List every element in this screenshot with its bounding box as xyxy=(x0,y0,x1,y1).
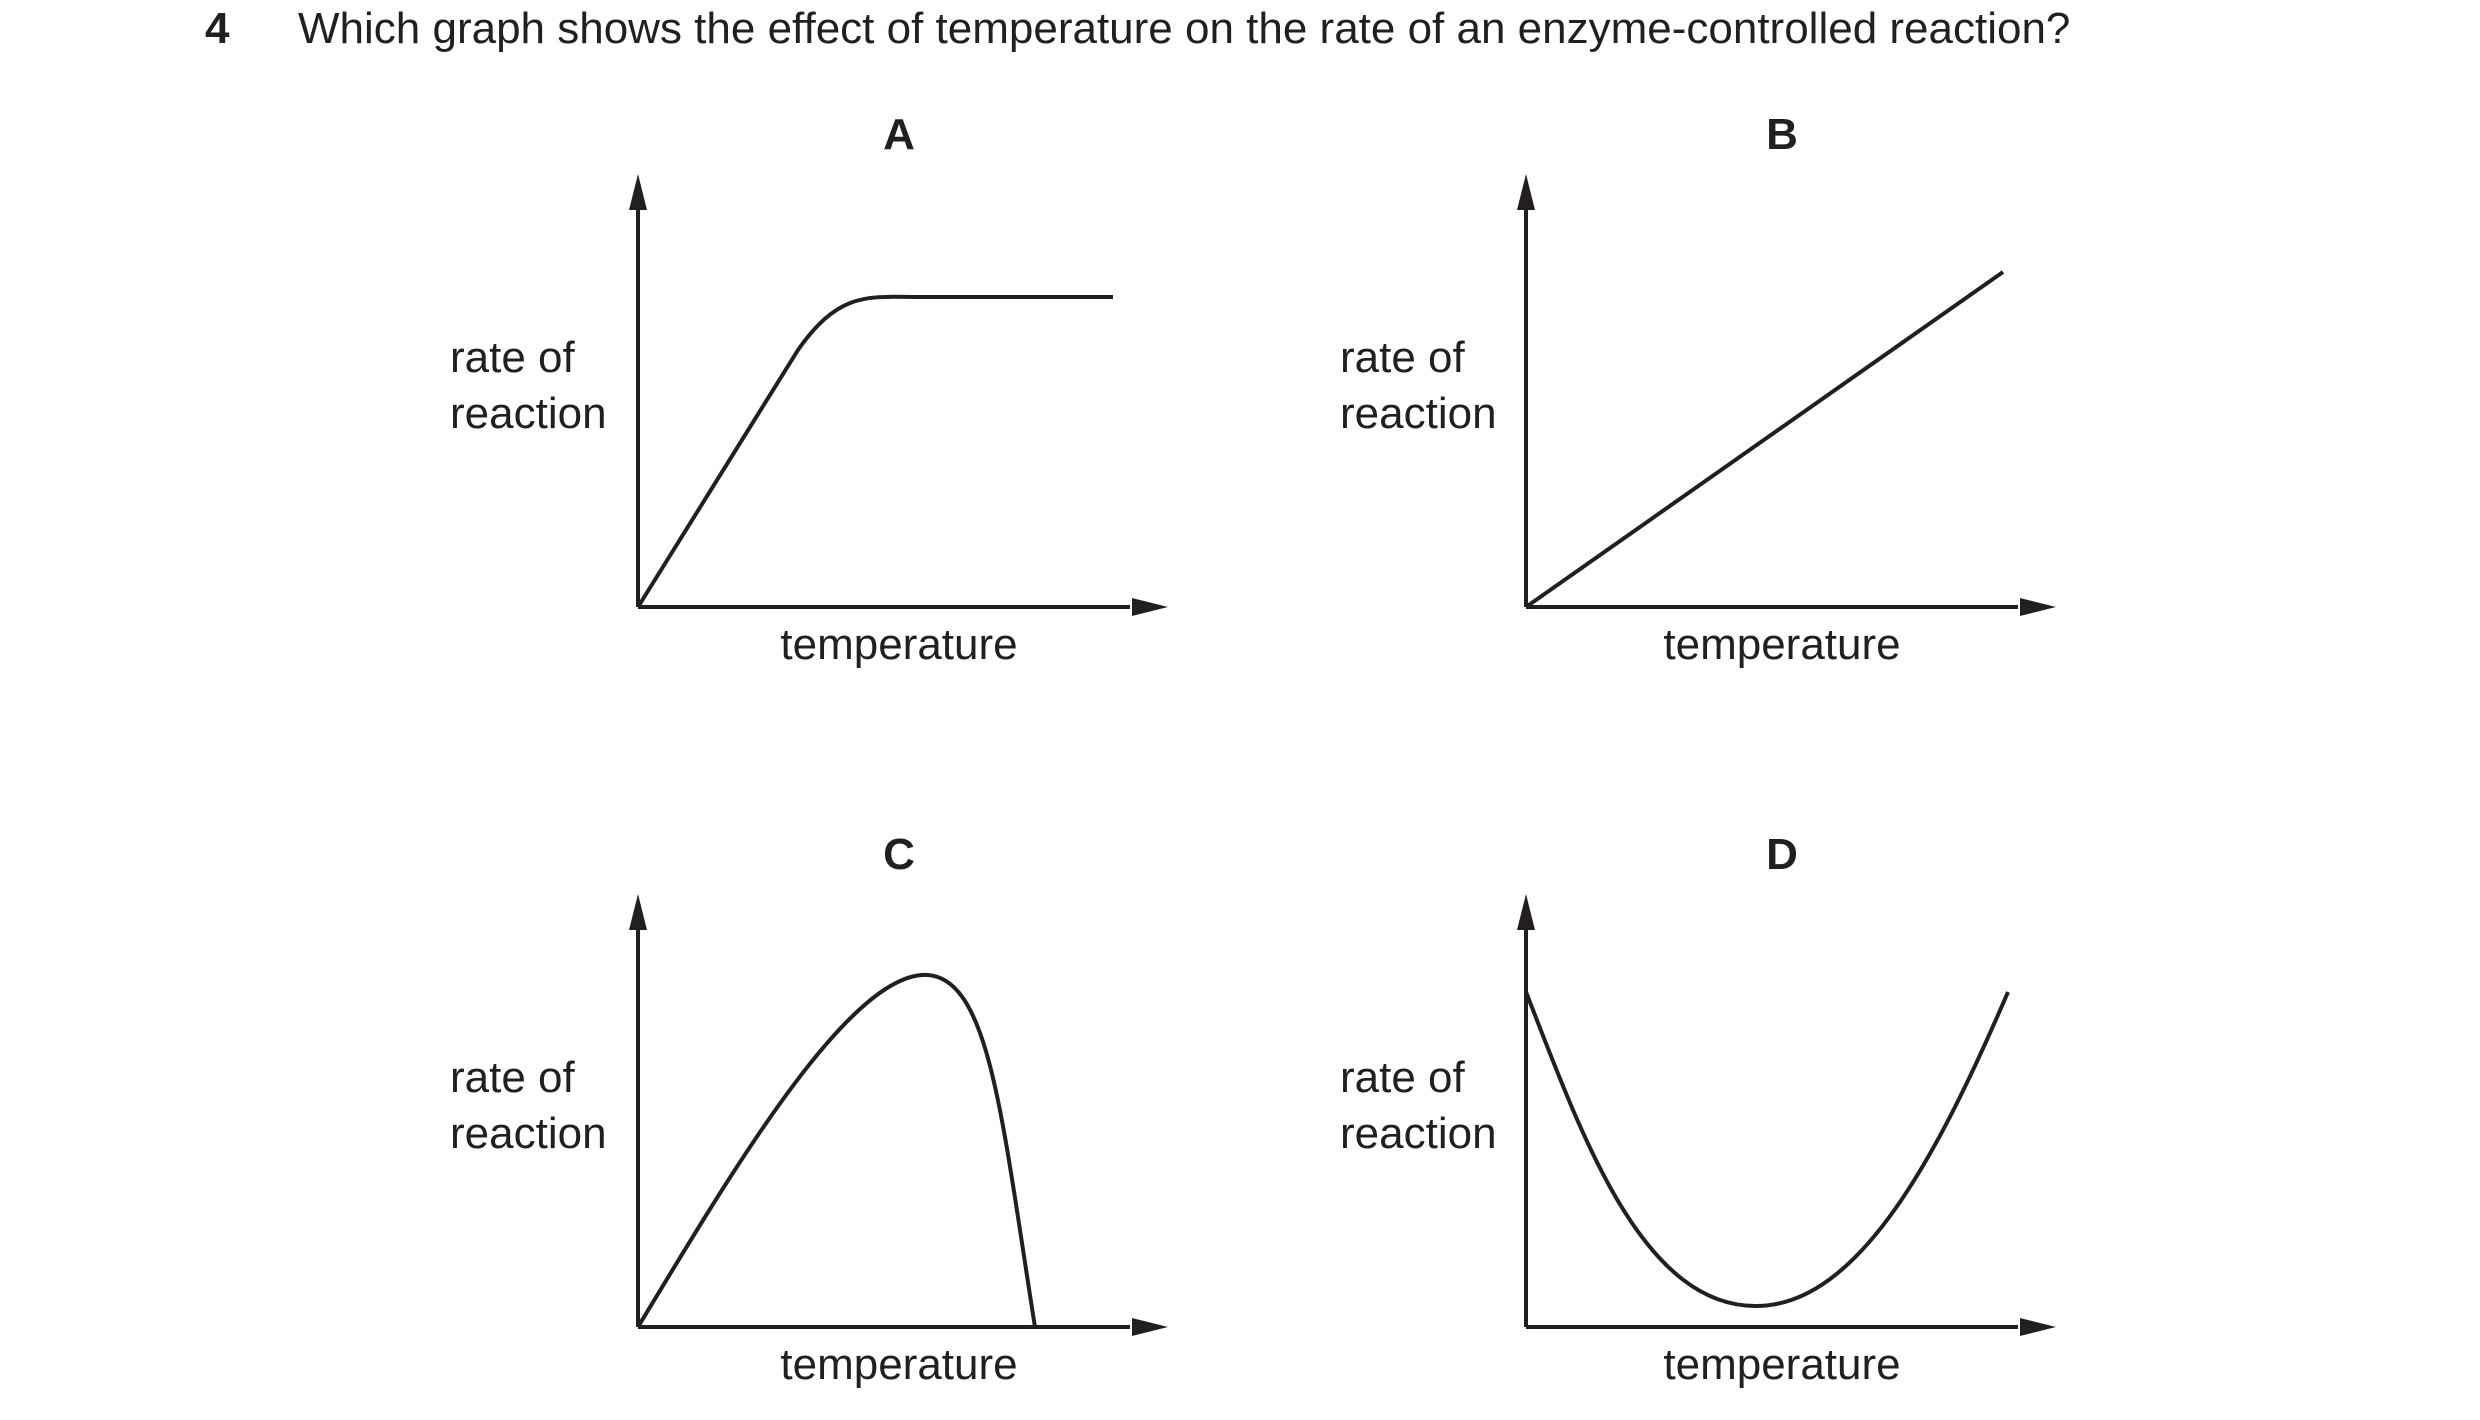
graph-d-xlabel: temperature xyxy=(1663,1340,1901,1389)
graph-a-x-arrow xyxy=(1132,598,1168,616)
graph-a-curve xyxy=(636,294,1113,609)
graph-d-ylabel-line1: rate of xyxy=(1340,1053,1465,1102)
graph-a-y-arrow xyxy=(629,174,647,210)
graph-a-plot xyxy=(629,174,1168,616)
graph-d-y-arrow xyxy=(1517,894,1535,930)
graph-a-ylabel-line1: rate of xyxy=(450,333,575,382)
graph-d-curve xyxy=(1524,991,2010,1309)
graph-c-xlabel: temperature xyxy=(780,1340,1018,1389)
graph-d: D rate of reaction temperature xyxy=(1320,820,2120,1420)
graph-a-ylabel: rate of reaction xyxy=(450,330,607,442)
question-number: 4 xyxy=(205,4,230,53)
graph-a-letter: A xyxy=(883,110,915,159)
graph-c-plot xyxy=(629,894,1168,1336)
graph-b-ylabel-line1: rate of xyxy=(1340,333,1465,382)
graph-d-ylabel: rate of reaction xyxy=(1340,1050,1497,1162)
graph-b-x-arrow xyxy=(2020,598,2056,616)
graph-a-ylabel-line2: reaction xyxy=(450,389,607,438)
graph-d-plot xyxy=(1517,894,2056,1336)
graph-b-ylabel: rate of reaction xyxy=(1340,330,1497,442)
graph-b-plot xyxy=(1517,174,2056,616)
graph-c-letter: C xyxy=(883,830,915,879)
graph-d-letter: D xyxy=(1766,830,1798,879)
graph-c-x-arrow xyxy=(1132,1318,1168,1336)
graph-b-ylabel-line2: reaction xyxy=(1340,389,1497,438)
question-text: Which graph shows the effect of temperat… xyxy=(298,4,2071,53)
graph-c-y-arrow xyxy=(629,894,647,930)
graph-b-xlabel: temperature xyxy=(1663,620,1901,669)
graph-c: C rate of reaction temperature xyxy=(430,820,1230,1420)
graph-c-ylabel: rate of reaction xyxy=(450,1050,607,1162)
graph-a: A rate of reaction temperature xyxy=(430,100,1230,700)
graph-d-x-arrow xyxy=(2020,1318,2056,1336)
graph-b-y-arrow xyxy=(1517,174,1535,210)
graph-b-line xyxy=(1524,270,2005,609)
graph-d-ylabel-line2: reaction xyxy=(1340,1109,1497,1158)
graph-b: B rate of reaction temperature xyxy=(1320,100,2120,700)
graph-a-xlabel: temperature xyxy=(780,620,1018,669)
graph-c-ylabel-line2: reaction xyxy=(450,1109,607,1158)
graph-b-letter: B xyxy=(1766,110,1798,159)
graph-c-ylabel-line1: rate of xyxy=(450,1053,575,1102)
graph-c-curve xyxy=(636,972,1037,1329)
